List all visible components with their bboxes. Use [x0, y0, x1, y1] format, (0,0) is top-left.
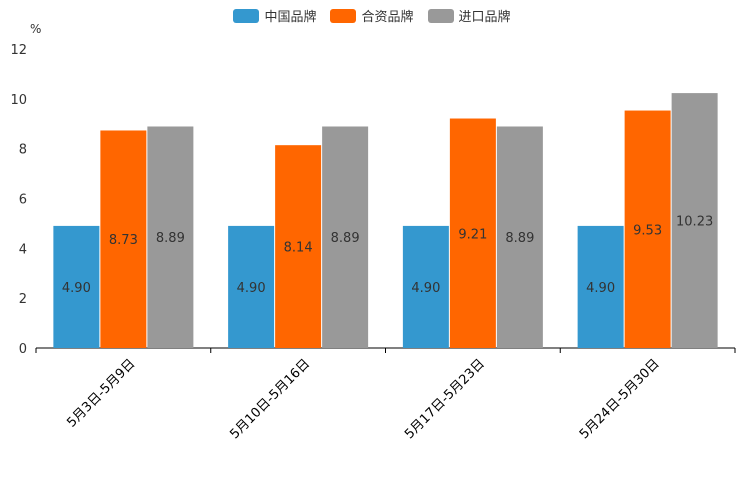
bar [624, 110, 671, 349]
x-tick-label: 5月24日-5月30日 [577, 356, 663, 442]
bar [228, 225, 275, 348]
x-tick-label: 5月10日-5月16日 [227, 356, 313, 442]
data-label: 4.90 [237, 281, 266, 296]
data-label: 9.21 [458, 227, 487, 242]
x-tick-label: 5月17日-5月23日 [402, 356, 488, 442]
data-label: 9.53 [633, 223, 662, 238]
bar [275, 145, 322, 348]
y-tick-label: 4 [19, 242, 27, 257]
data-label: 8.73 [109, 233, 138, 248]
x-tick-label: 5月3日-5月9日 [64, 356, 138, 430]
bar [671, 93, 718, 348]
bar [577, 225, 624, 348]
y-tick-label: 12 [10, 43, 27, 58]
data-label: 4.90 [586, 281, 615, 296]
y-tick-label: 10 [10, 93, 27, 108]
legend-item-joint-venture-brand[interactable]: 合资品牌 [330, 6, 414, 25]
legend-swatch-joint-venture-brand [330, 8, 357, 23]
data-label: 8.89 [505, 231, 534, 246]
data-label: 4.90 [411, 281, 440, 296]
legend-item-imported-brand[interactable]: 进口品牌 [427, 6, 511, 25]
bar [100, 130, 147, 348]
bar [496, 126, 543, 348]
legend-item-china-brand[interactable]: 中国品牌 [233, 6, 316, 25]
bar [147, 126, 194, 348]
legend: 中国品牌 合资品牌 进口品牌 [0, 6, 744, 25]
legend-swatch-china-brand [233, 8, 260, 23]
y-tick-label: 0 [19, 342, 27, 357]
data-label: 4.90 [62, 281, 91, 296]
y-tick-label: 8 [19, 143, 27, 158]
bar [322, 126, 369, 348]
legend-label: 中国品牌 [264, 10, 317, 25]
bar [402, 225, 449, 348]
legend-label: 合资品牌 [361, 10, 414, 25]
data-label: 8.89 [331, 231, 360, 246]
data-label: 8.14 [284, 241, 313, 256]
y-tick-label: 2 [19, 292, 27, 307]
y-tick-label: 6 [19, 193, 27, 208]
data-label: 8.89 [156, 231, 185, 246]
legend-label: 进口品牌 [458, 10, 511, 25]
bar [53, 225, 100, 348]
legend-swatch-imported-brand [427, 8, 454, 23]
data-label: 10.23 [676, 215, 713, 230]
y-axis-unit: % [30, 22, 42, 36]
bar [449, 118, 496, 348]
